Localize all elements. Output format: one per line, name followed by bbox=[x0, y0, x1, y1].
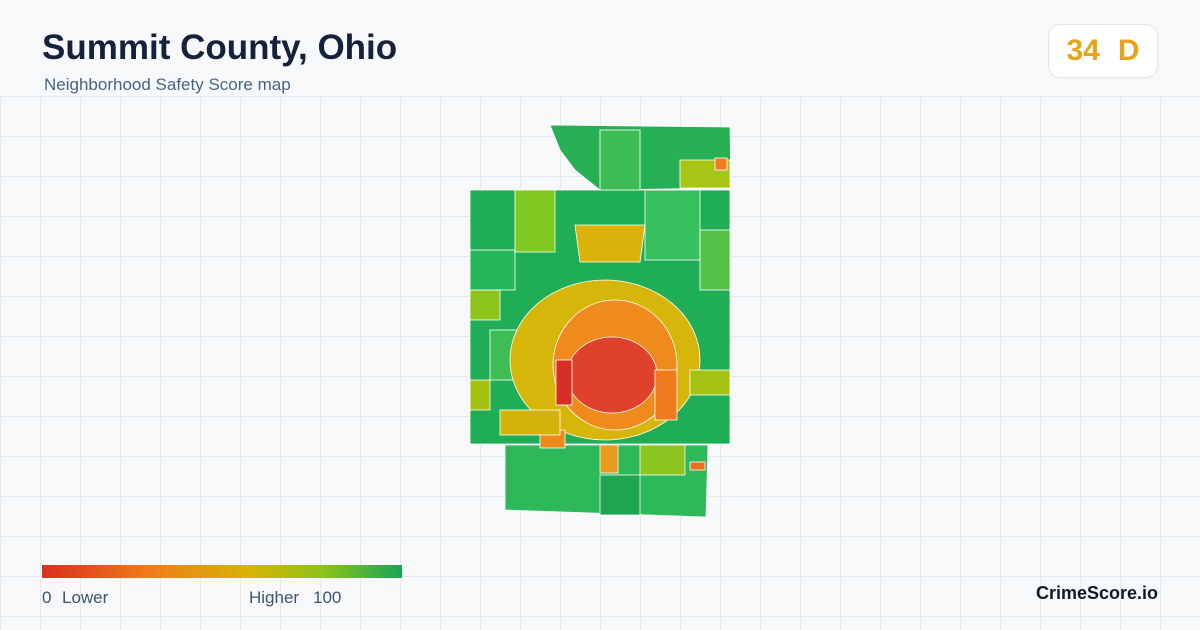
region bbox=[639, 444, 686, 476]
region bbox=[714, 157, 728, 171]
region bbox=[514, 189, 556, 253]
region bbox=[689, 461, 706, 471]
score-value: 34 bbox=[1066, 34, 1100, 67]
score-grade: D bbox=[1117, 34, 1140, 67]
region bbox=[574, 224, 646, 263]
county-map bbox=[469, 124, 732, 518]
region bbox=[566, 336, 658, 414]
score-badge: 34 D bbox=[1048, 24, 1158, 78]
brand: CrimeScore.io bbox=[1035, 583, 1158, 603]
region bbox=[555, 359, 573, 406]
subtitle: Neighborhood Safety Score map bbox=[44, 75, 291, 94]
region bbox=[469, 249, 516, 291]
region bbox=[599, 474, 641, 516]
title: Summit County, Ohio bbox=[42, 28, 398, 67]
region bbox=[699, 229, 731, 291]
legend-min-label: Lower bbox=[62, 588, 109, 607]
region bbox=[654, 369, 678, 421]
legend-max-label: Higher bbox=[249, 588, 300, 607]
legend-gradient bbox=[42, 565, 402, 578]
legend-min: 0 bbox=[42, 588, 52, 607]
region bbox=[599, 129, 641, 191]
region bbox=[689, 369, 731, 396]
region bbox=[644, 189, 701, 261]
region bbox=[599, 444, 619, 474]
region bbox=[469, 289, 501, 321]
region bbox=[499, 409, 561, 436]
region bbox=[469, 379, 491, 411]
legend-max: 100 bbox=[313, 588, 342, 607]
